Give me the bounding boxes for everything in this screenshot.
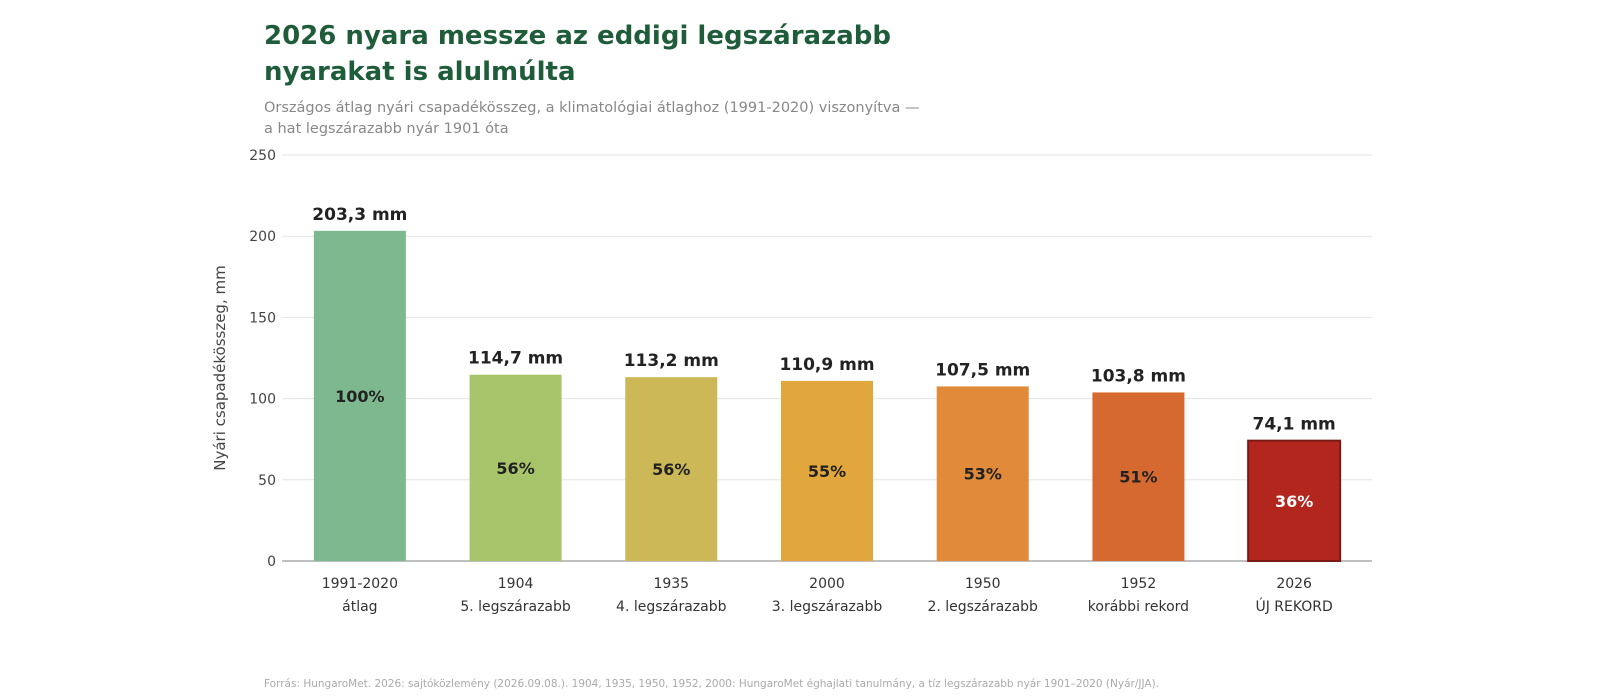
source-note: Forrás: HungaroMet. 2026: sajtóközlemény…: [264, 678, 1160, 690]
x-tick-label-year: 1991-2020: [322, 576, 398, 592]
chart-subtitle-line-1: Országos átlag nyári csapadékösszeg, a k…: [264, 100, 920, 116]
y-axis-label: Nyári csapadékösszeg, mm: [211, 265, 229, 470]
x-tick-label-desc: 3. legszárazabb: [772, 599, 883, 615]
bar-1935: [625, 377, 718, 561]
x-tick-label-desc: 2. legszárazabb: [927, 599, 1038, 615]
y-tick-label: 50: [258, 473, 276, 489]
x-tick-label-desc: 4. legszárazabb: [616, 599, 727, 615]
y-tick-label: 250: [249, 148, 276, 164]
chart-subtitle-line-2: a hat legszárazabb nyár 1901 óta: [264, 121, 509, 137]
y-tick-label: 200: [249, 229, 276, 245]
x-tick-label-year: 2026: [1276, 576, 1312, 592]
bar-1991-2020: [313, 230, 406, 561]
value-label: 110,9 mm: [779, 355, 874, 375]
y-tick-label: 0: [267, 554, 276, 570]
percent-label: 36%: [1275, 492, 1313, 511]
x-tick-label-desc: korábbi rekord: [1088, 599, 1189, 615]
value-label: 107,5 mm: [935, 360, 1030, 380]
percent-label: 53%: [964, 465, 1002, 484]
bar-2000: [781, 380, 873, 561]
y-tick-label: 100: [249, 392, 276, 408]
value-label: 114,7 mm: [468, 349, 563, 369]
percent-label: 56%: [496, 459, 534, 478]
x-tick-label-year: 2000: [809, 576, 845, 592]
percent-label: 100%: [335, 387, 384, 406]
chart-title-line-2: nyarakat is alulmúlta: [264, 57, 576, 87]
percent-label: 51%: [1119, 468, 1157, 487]
x-tick-label-desc: ÚJ REKORD: [1255, 597, 1332, 615]
x-tick-label-year: 1935: [653, 576, 689, 592]
bar-2026: [1247, 439, 1342, 562]
percent-label: 55%: [808, 462, 846, 481]
value-label: 103,8 mm: [1091, 366, 1186, 386]
x-tick-label-desc: átlag: [342, 599, 377, 615]
value-label: 203,3 mm: [312, 205, 407, 225]
x-tick-label-year: 1904: [498, 576, 534, 592]
chart-subtitle: Országos átlag nyári csapadékösszeg, a k…: [264, 98, 919, 140]
value-label: 74,1 mm: [1252, 415, 1335, 435]
x-tick-label-year: 1950: [965, 576, 1001, 592]
bar-1904: [469, 374, 562, 561]
percent-label: 56%: [652, 460, 690, 479]
chart-title-line-1: 2026 nyara messze az eddigi legszárazabb: [264, 21, 891, 51]
x-tick-label-year: 1952: [1121, 576, 1157, 592]
chart-title: 2026 nyara messze az eddigi legszárazabb…: [264, 18, 891, 90]
value-label: 113,2 mm: [624, 351, 719, 371]
y-tick-label: 150: [249, 310, 276, 326]
bar-1950: [936, 386, 1029, 561]
bar-1952: [1092, 392, 1185, 561]
x-tick-label-desc: 5. legszárazabb: [460, 599, 571, 615]
